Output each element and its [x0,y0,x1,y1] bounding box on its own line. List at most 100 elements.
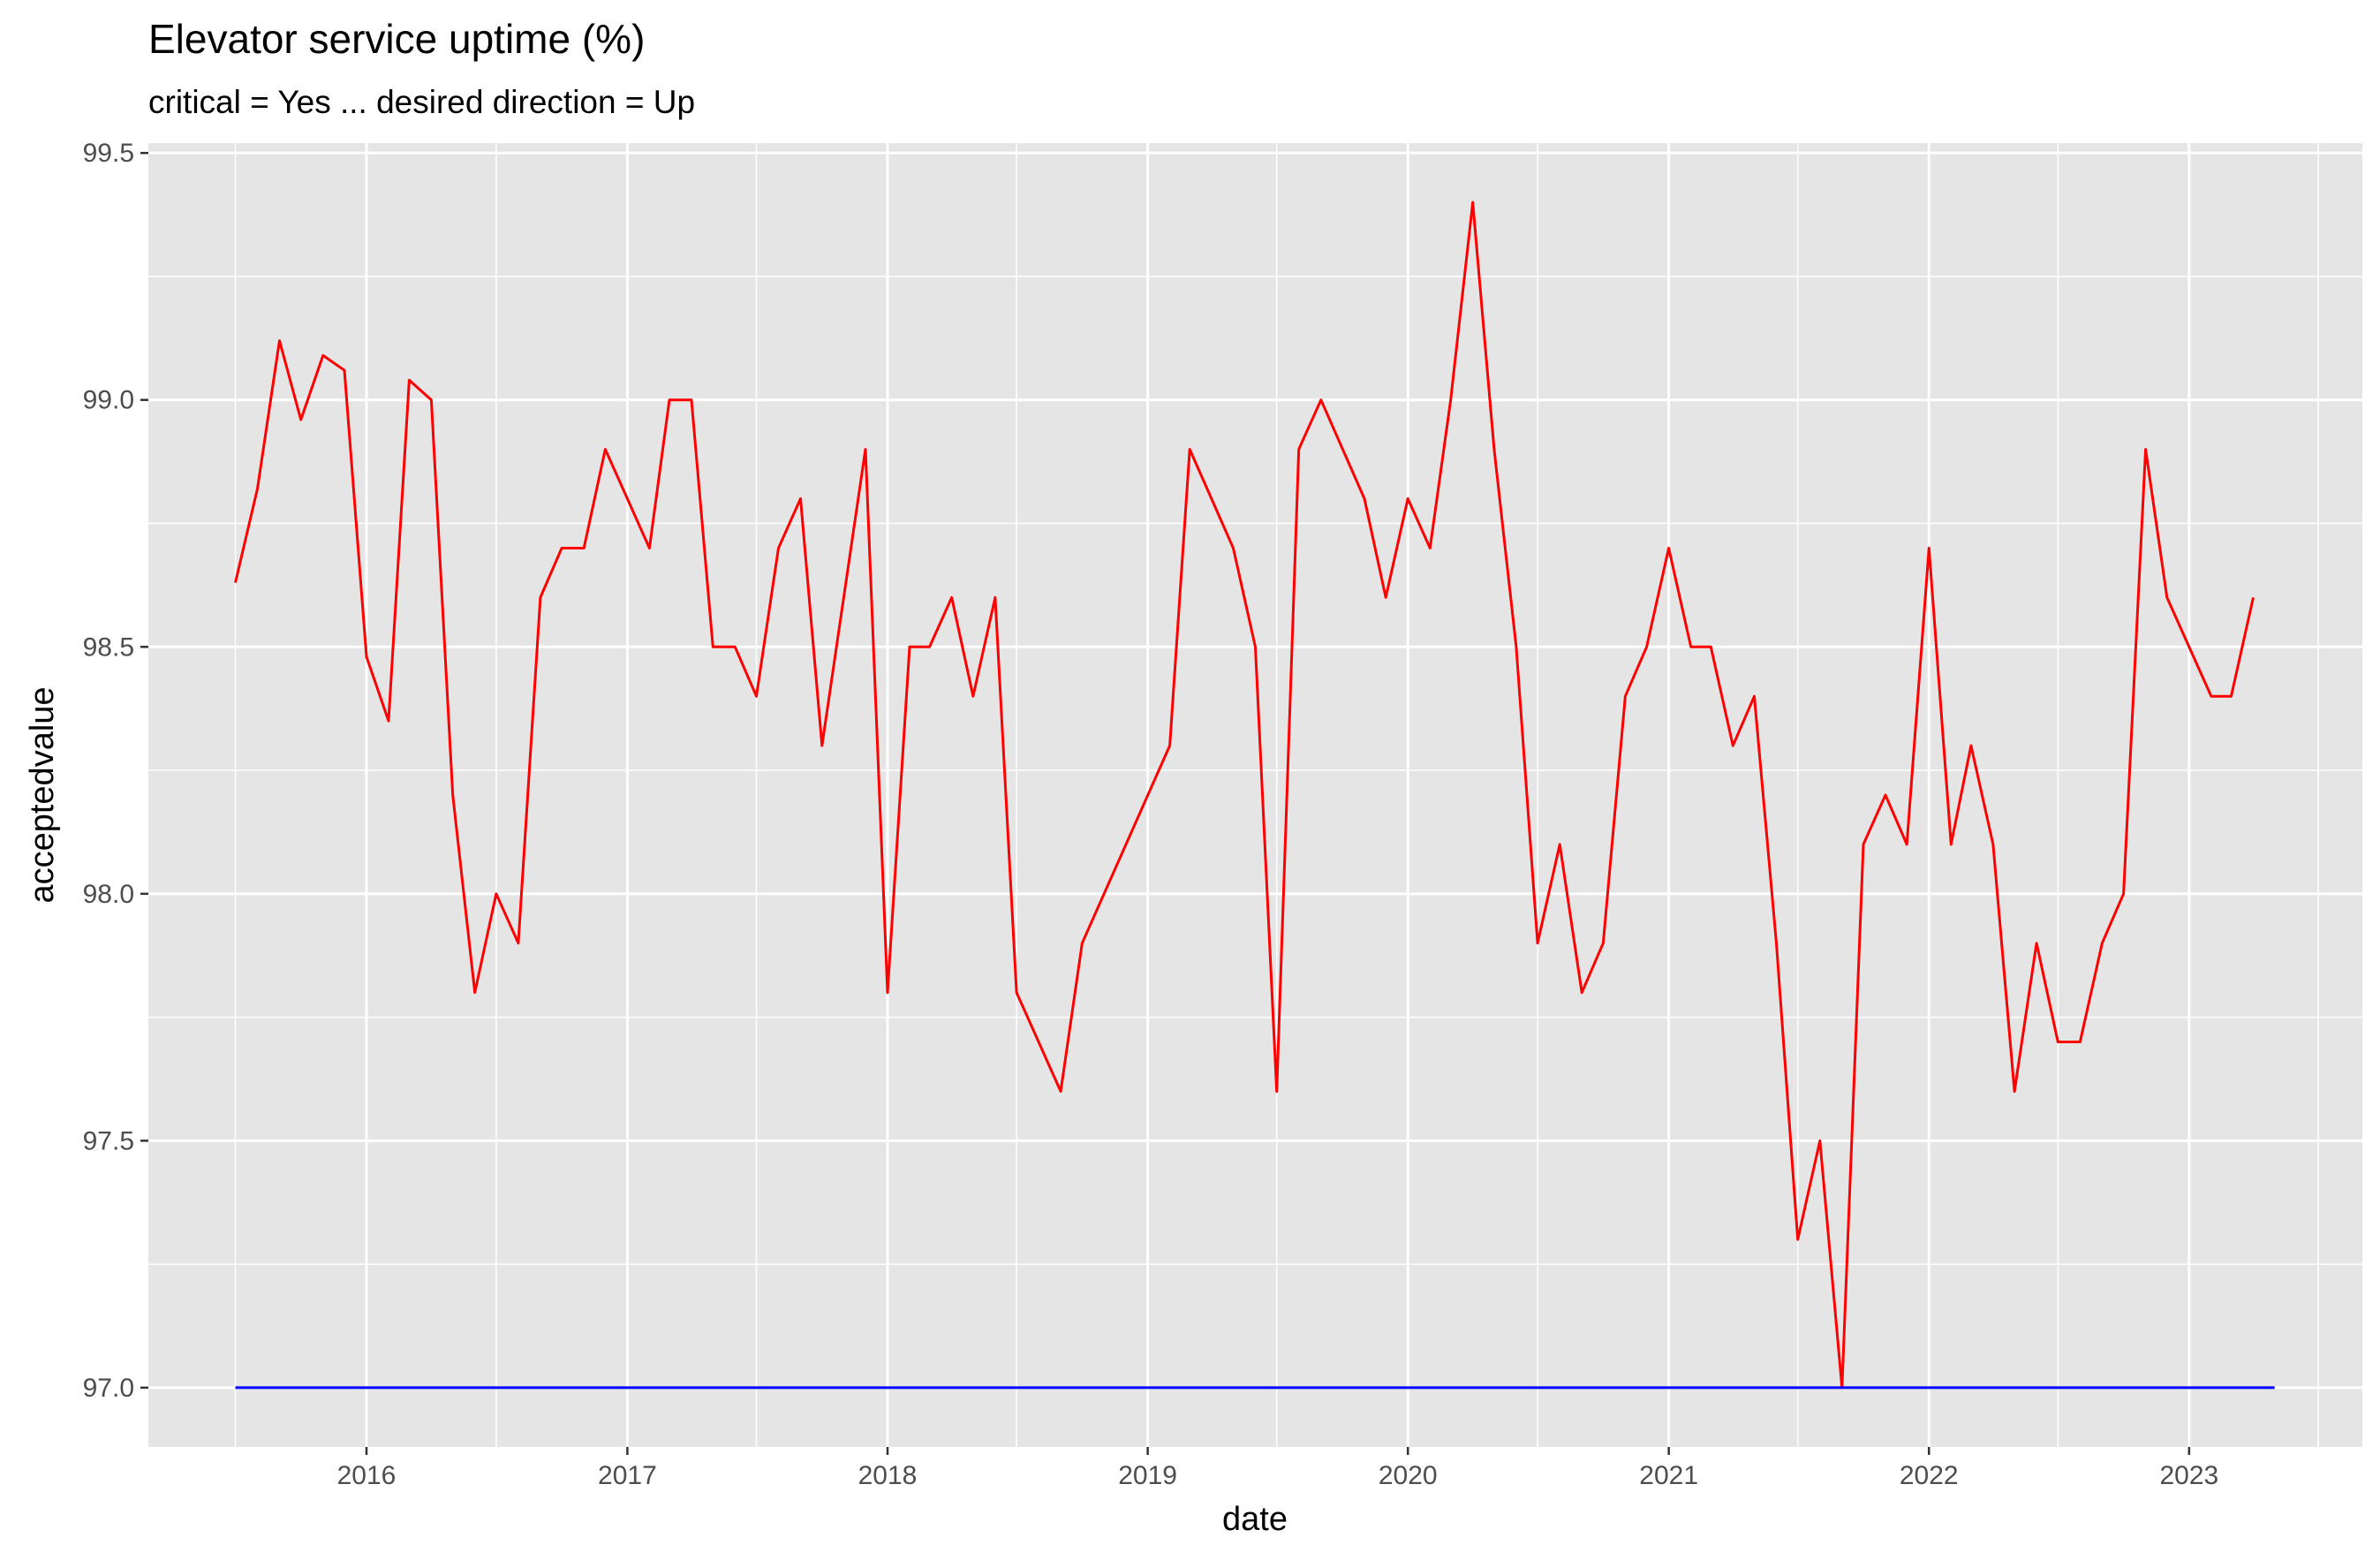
data-point-actual [1427,545,1432,550]
data-point-actual [298,417,304,422]
data-point-actual [1514,644,1519,649]
data-point-actual [1883,792,1888,798]
data-point-actual [1730,743,1735,748]
data-series [232,200,2278,1390]
data-point-actual [2251,594,2256,600]
data-point-actual [1926,545,1931,550]
data-point-actual [2055,1040,2060,1045]
x-tick-label: 2021 [1639,1461,1698,1490]
data-point-actual [342,367,347,373]
y-tick-label: 99.5 [83,139,134,168]
data-point-actual [450,792,456,798]
data-point-actual [581,545,586,550]
data-point-actual [732,644,737,649]
data-point-actual [406,377,412,382]
data-point-actual [1318,398,1324,403]
data-point-actual [2209,693,2214,699]
x-tick-label: 2019 [1118,1461,1177,1490]
series-line-actual [234,201,2255,1390]
data-point-actual [1861,842,1866,847]
data-point-actual [863,447,868,452]
data-point-actual [277,338,283,344]
data-point-actual [1187,447,1192,452]
data-point-actual [1405,496,1410,502]
data-point-actual [1058,1088,1063,1094]
data-point-actual [1448,398,1454,403]
data-point-actual [516,941,521,946]
data-point-actual [1492,447,1497,452]
data-point-actual [2121,891,2127,897]
data-point-actual [2165,594,2170,600]
data-point-actual [494,891,499,897]
data-point-actual [1579,990,1584,996]
chart-subtitle: critical = Yes ... desired direction = U… [148,84,695,120]
data-point-actual [1535,941,1540,946]
data-point-actual [1470,200,1476,205]
data-point-actual [993,594,998,600]
data-point-actual [710,644,715,649]
data-point-actual [1708,644,1713,649]
data-point-actual [2228,693,2233,699]
data-point-actual [1752,693,1757,699]
data-point-actual [1795,1237,1801,1242]
data-point-actual [753,693,759,699]
data-point-actual [1622,693,1628,699]
chart-title: Elevator service uptime (%) [148,16,645,62]
data-point-actual [2099,941,2104,946]
data-point-actual [2143,447,2149,452]
data-point-actual [1600,941,1606,946]
data-point-actual [820,743,825,748]
data-point-actual [667,398,672,403]
y-tick-label: 99.0 [83,386,134,415]
x-tick-label: 2016 [337,1461,397,1490]
data-point-actual [321,352,326,358]
data-point-actual [1253,644,1258,649]
data-point-actual [428,398,434,403]
data-point-actual [1644,644,1650,649]
data-point-actual [971,693,976,699]
plot-panel [148,143,2362,1447]
y-axis: 97.0 97.5 98.0 98.5 99.0 99.5 [83,139,148,1403]
data-point-actual [364,654,369,659]
y-tick-label: 98.5 [83,632,134,662]
x-axis: 2016 2017 2018 2019 2020 2021 2022 2023 [337,1447,2218,1490]
data-point-actual [559,545,564,550]
data-point-target [2272,1385,2278,1390]
data-point-actual [1167,743,1173,748]
data-point-target [232,1385,238,1390]
data-point-actual [776,545,782,550]
data-point-actual [1014,990,1019,996]
data-point-actual [646,545,652,550]
y-tick-label: 98.0 [83,880,134,909]
data-point-actual [2034,941,2039,946]
data-point-actual [927,644,933,649]
data-point-actual [689,398,694,403]
data-point-actual [1079,941,1084,946]
data-point-actual [1689,644,1694,649]
y-axis-title: acceptedvalue [24,686,61,903]
data-point-actual [386,718,391,723]
data-point-actual [1968,743,1974,748]
x-tick-label: 2023 [2159,1461,2218,1490]
data-point-actual [2077,1040,2082,1045]
y-tick-label: 97.0 [83,1374,134,1403]
data-point-actual [1991,842,1996,847]
data-point-actual [1774,941,1779,946]
data-point-actual [2012,1088,2017,1094]
x-tick-label: 2020 [1379,1461,1438,1490]
data-point-actual [1666,545,1672,550]
data-point-actual [885,990,890,996]
data-point-actual [949,594,955,600]
x-tick-label: 2017 [598,1461,657,1490]
data-point-actual [602,447,608,452]
data-point-actual [1383,594,1388,600]
y-tick-label: 97.5 [83,1126,134,1155]
data-point-actual [254,486,260,491]
data-point-actual [1362,496,1367,502]
data-point-actual [1296,447,1302,452]
x-tick-label: 2018 [858,1461,918,1490]
data-point-actual [1817,1138,1823,1143]
data-point-actual [1230,545,1235,550]
data-point-actual [1948,842,1953,847]
